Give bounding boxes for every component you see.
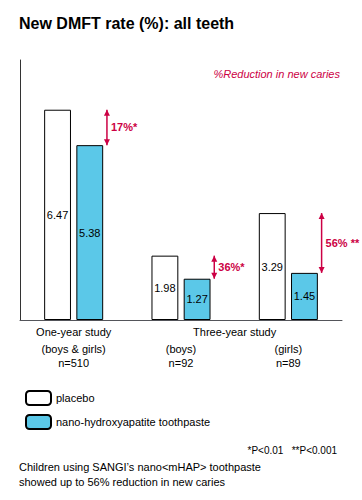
svg-text:*P<0.01 **P<0.001: *P<0.01 **P<0.001: [247, 445, 337, 456]
svg-text:Children using SANGI’s nano<mH: Children using SANGI’s nano<mHAP> toothp…: [19, 461, 261, 473]
svg-text:6.47: 6.47: [47, 209, 68, 221]
svg-text:1.27: 1.27: [186, 293, 207, 305]
svg-text:1.98: 1.98: [154, 282, 175, 294]
svg-text:%Reduction in new caries: %Reduction in new caries: [213, 68, 340, 80]
svg-text:nano-hydroxyapatite toothpaste: nano-hydroxyapatite toothpaste: [56, 416, 210, 428]
svg-text:placebo: placebo: [56, 392, 95, 404]
svg-text:n=510: n=510: [58, 357, 89, 369]
svg-text:36%*: 36%*: [218, 261, 245, 273]
svg-text:Three-year study: Three-year study: [193, 326, 277, 338]
svg-text:New DMFT rate (%): all teeth: New DMFT rate (%): all teeth: [19, 15, 234, 32]
svg-text:(boys & girls): (boys & girls): [42, 343, 106, 355]
svg-text:17%*: 17%*: [111, 121, 138, 133]
svg-text:56% **: 56% **: [326, 237, 360, 249]
svg-text:5.38: 5.38: [79, 227, 100, 239]
svg-text:1.45: 1.45: [294, 290, 315, 302]
svg-text:(boys): (boys): [166, 343, 197, 355]
svg-text:n=89: n=89: [276, 357, 301, 369]
svg-text:showed up to 56% reduction in: showed up to 56% reduction in new caries: [19, 476, 226, 488]
svg-text:3.29: 3.29: [262, 261, 283, 273]
svg-text:(girls): (girls): [275, 343, 303, 355]
svg-text:One-year study: One-year study: [36, 326, 112, 338]
svg-text:n=92: n=92: [169, 357, 194, 369]
